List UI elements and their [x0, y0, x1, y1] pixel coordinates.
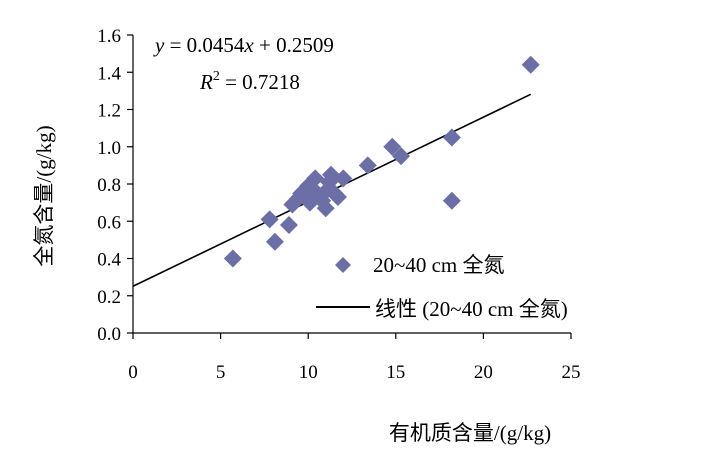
r-squared: R2 = 0.7218 [199, 69, 300, 94]
x-tick-label: 0 [128, 362, 138, 383]
y-axis-title: 全氮含量/(g/kg) [32, 125, 56, 266]
y-tick-label: 1.4 [97, 63, 121, 84]
y-tick-label: 1.0 [97, 138, 121, 159]
equation-intercept: + 0.2509 [254, 33, 334, 57]
data-point [383, 137, 402, 156]
x-tick-label: 5 [216, 362, 226, 383]
data-point [442, 128, 461, 147]
y-tick-label: 0.4 [97, 250, 121, 271]
y-tick-label: 1.6 [97, 26, 121, 47]
legend-label-trendline: 线性 (20~40 cm 全氮) [375, 297, 568, 321]
x-tick-label: 20 [474, 362, 493, 383]
x-tick-label: 15 [386, 362, 405, 383]
y-tick-label: 0.8 [97, 175, 121, 196]
y-tick-label: 0.6 [97, 212, 121, 233]
data-point [260, 210, 279, 229]
data-point [521, 55, 540, 74]
y-tick-label: 0.0 [97, 324, 121, 345]
points-layer [223, 55, 540, 268]
data-point [223, 249, 242, 268]
data-point [334, 169, 353, 188]
r-squared-value: = 0.7218 [220, 70, 300, 94]
tick-layer: 0.0 0.2 0.4 0.6 0.8 1.0 1.2 1.4 1.6 0 5 10 15 20 25 [97, 26, 580, 383]
r-squared-sup: 2 [213, 69, 220, 84]
data-point [265, 232, 284, 251]
x-tick-label: 25 [562, 362, 581, 383]
data-point [392, 147, 411, 166]
equation-y: y [153, 33, 165, 57]
data-point [279, 215, 298, 234]
data-point [442, 191, 461, 210]
equation-x: x [243, 33, 254, 57]
legend-label-points: 20~40 cm 全氮 [373, 253, 505, 277]
r-squared-r: R [199, 70, 213, 94]
data-point [316, 199, 335, 218]
legend: 20~40 cm 全氮 线性 (20~40 cm 全氮) [316, 253, 568, 321]
equation-slope: = 0.0454 [164, 33, 245, 57]
data-point [328, 188, 347, 207]
data-point [358, 156, 377, 175]
y-tick-label: 1.2 [97, 101, 121, 122]
x-axis-title: 有机质含量/(g/kg) [389, 421, 551, 445]
legend-marker-diamond [335, 257, 351, 273]
y-tick-label: 0.2 [97, 287, 121, 308]
data-point [306, 169, 325, 188]
regression-equation: y = 0.0454x + 0.2509 [153, 33, 334, 57]
x-tick-label: 10 [299, 362, 318, 383]
